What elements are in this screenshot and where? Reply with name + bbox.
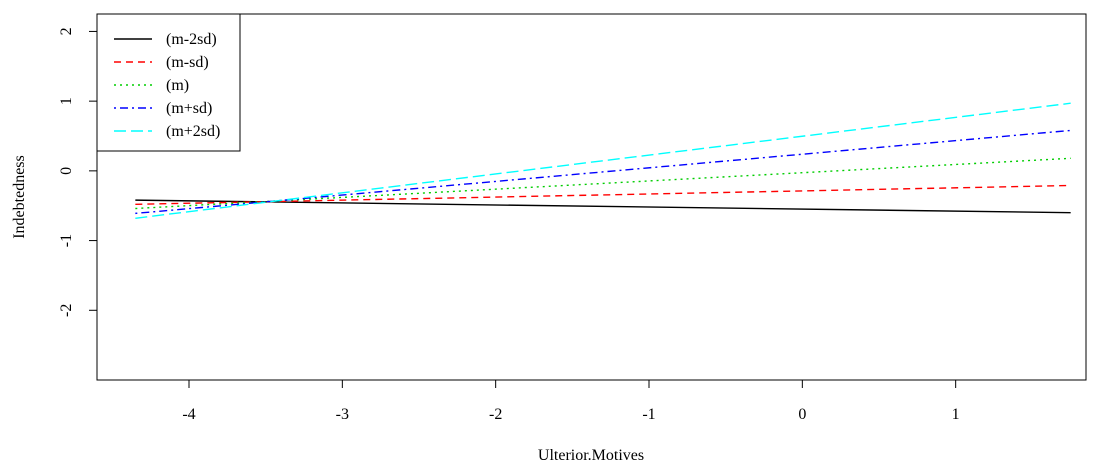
series-layer: [135, 102, 1071, 219]
series-line-0: [135, 199, 1071, 214]
legend-label-0: (m-2sd): [166, 31, 217, 48]
series-line-4: [135, 102, 1071, 219]
y-axis: -2 -1 0 1 2: [58, 27, 98, 317]
x-tick-label: 1: [952, 406, 960, 423]
x-tick-label: -2: [489, 406, 502, 423]
x-axis: -4 -3 -2 -1 0 1: [182, 379, 960, 423]
y-tick-label: -2: [58, 304, 75, 317]
legend: (m-2sd) (m-sd) (m) (m+sd) (m+2sd): [96, 13, 241, 152]
y-axis-title: Indebtedness: [11, 155, 28, 239]
x-tick-label: -3: [336, 406, 349, 423]
y-tick-label: 1: [58, 97, 75, 105]
legend-box: [96, 13, 241, 152]
x-tick-label: -1: [642, 406, 655, 423]
legend-label-3: (m+sd): [166, 100, 212, 117]
legend-label-1: (m-sd): [166, 54, 209, 71]
y-tick-label: -1: [58, 234, 75, 247]
legend-label-4: (m+2sd): [166, 123, 220, 140]
y-tick-label: 2: [58, 27, 75, 35]
y-tick-label: 0: [58, 167, 75, 175]
x-axis-title: Ulterior.Motives: [538, 447, 644, 464]
plot-border: [96, 13, 1087, 381]
x-tick-label: 0: [798, 406, 806, 423]
legend-label-2: (m): [166, 77, 189, 94]
x-tick-label: -4: [182, 406, 195, 423]
